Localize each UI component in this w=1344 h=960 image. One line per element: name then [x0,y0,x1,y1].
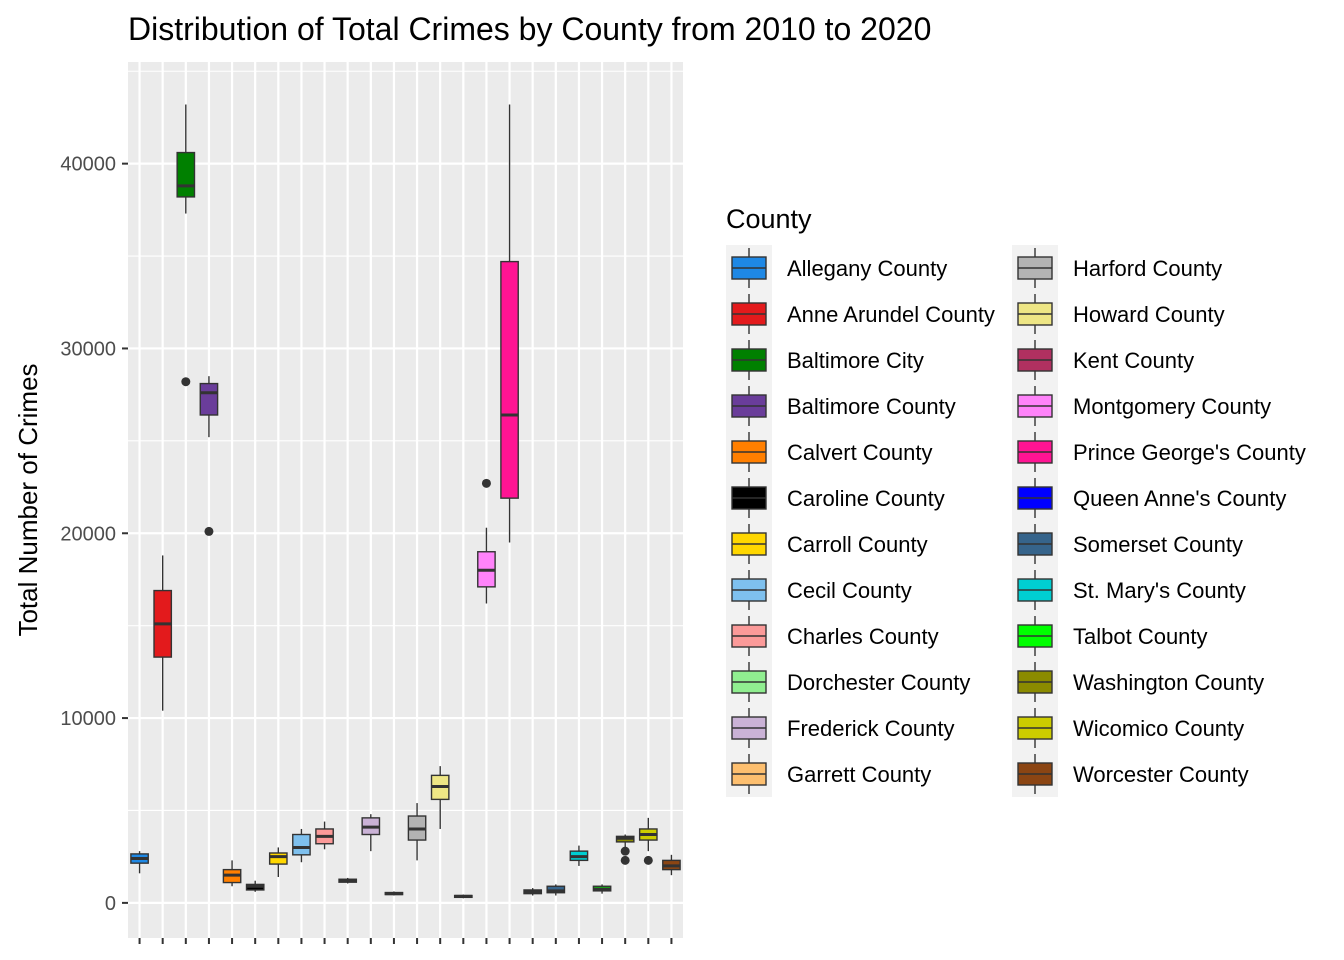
outlier-point [181,377,191,387]
legend-item: Washington County [1012,659,1264,705]
box-12 [384,891,404,896]
box-16 [477,478,496,604]
legend-label: Frederick County [787,716,955,741]
legend-item: Charles County [726,613,939,659]
legend-item: Queen Anne's County [1012,475,1286,521]
box-10 [338,877,358,884]
y-axis-ticks: 0 10000 20000 30000 40000 [60,154,673,944]
legend-item: Harford County [1012,245,1222,291]
box-22 [615,834,635,865]
box-3 [176,104,196,387]
legend-item: Wicomico County [1012,705,1244,751]
box-body [500,260,519,499]
legend-label: Baltimore City [787,348,924,373]
legend-item: Frederick County [726,705,955,751]
plot-panel [128,62,683,938]
legend-item: Carroll County [726,521,928,567]
legend-item: Caroline County [726,475,945,521]
legend-label: Garrett County [787,762,931,787]
box-17 [500,104,519,543]
box-4 [199,376,219,536]
grid-lines [128,62,683,938]
box-14 [430,766,450,829]
outlier-point [204,526,214,536]
legend-label: Baltimore County [787,394,956,419]
legend-label: Talbot County [1073,624,1208,649]
legend-label: Prince George's County [1073,440,1306,465]
outlier-point [620,855,630,865]
box-18 [523,888,543,896]
legend-label: Howard County [1073,302,1225,327]
box-1 [130,851,149,874]
legend-item: Baltimore County [726,383,956,429]
legend-item: Cecil County [726,567,912,613]
legend-label: Somerset County [1073,532,1243,557]
outlier-point [481,478,491,488]
legend-label: Montgomery County [1073,394,1271,419]
box-13 [407,803,427,861]
legend-item: Worcester County [1012,751,1249,797]
box-21 [592,884,612,894]
y-axis-label: Total Number of Crimes [13,363,43,636]
box-body [268,852,288,865]
box-24 [662,854,681,876]
legend-label: Dorchester County [787,670,970,695]
box-5 [222,860,242,887]
legend-label: Washington County [1073,670,1264,695]
box-15 [453,894,473,899]
legend-label: Calvert County [787,440,933,465]
box-23 [638,817,658,865]
legend-item: St. Mary's County [1012,567,1246,613]
legend: County Allegany County Anne Arundel Count… [726,204,1306,797]
legend-item: Dorchester County [726,659,970,705]
legend-label: Cecil County [787,578,912,603]
legend-label: Anne Arundel County [787,302,995,327]
box-11 [361,814,381,852]
legend-label: Worcester County [1073,762,1249,787]
legend-item: Garrett County [726,751,931,797]
y-tick-label: 0 [105,893,116,915]
box-19 [546,884,566,896]
legend-item: Allegany County [726,245,947,291]
y-tick-label: 30000 [60,338,116,360]
box-body [176,151,196,198]
y-tick-label: 20000 [60,523,116,545]
chart-title: Distribution of Total Crimes by County f… [128,11,931,47]
box-layer [130,104,681,899]
legend-label: Harford County [1073,256,1222,281]
legend-title: County [726,204,812,234]
legend-item: Kent County [1012,337,1194,383]
legend-label: Allegany County [787,256,947,281]
legend-item: Somerset County [1012,521,1243,567]
outlier-point [620,846,630,856]
y-tick-label: 40000 [60,154,116,176]
y-tick-label: 10000 [60,708,116,730]
legend-label: Wicomico County [1073,716,1244,741]
box-7 [268,847,288,878]
legend-label: Charles County [787,624,939,649]
outlier-point [643,855,653,865]
legend-item: Anne Arundel County [726,291,995,337]
box-9 [315,821,334,850]
legend-item: Montgomery County [1012,383,1271,429]
legend-label: Carroll County [787,532,928,557]
legend-item: Prince George's County [1012,429,1306,475]
legend-label: Kent County [1073,348,1194,373]
legend-label: St. Mary's County [1073,578,1246,603]
box-2 [153,555,173,711]
legend-item: Howard County [1012,291,1225,337]
legend-item: Calvert County [726,429,933,475]
box-8 [292,828,311,863]
legend-item: Talbot County [1012,613,1208,659]
legend-label: Queen Anne's County [1073,486,1286,511]
box-body [292,833,311,856]
legend-label: Caroline County [787,486,945,511]
box-20 [569,845,589,866]
box-body [199,382,219,416]
box-6 [245,880,265,892]
legend-item: Baltimore City [726,337,924,383]
